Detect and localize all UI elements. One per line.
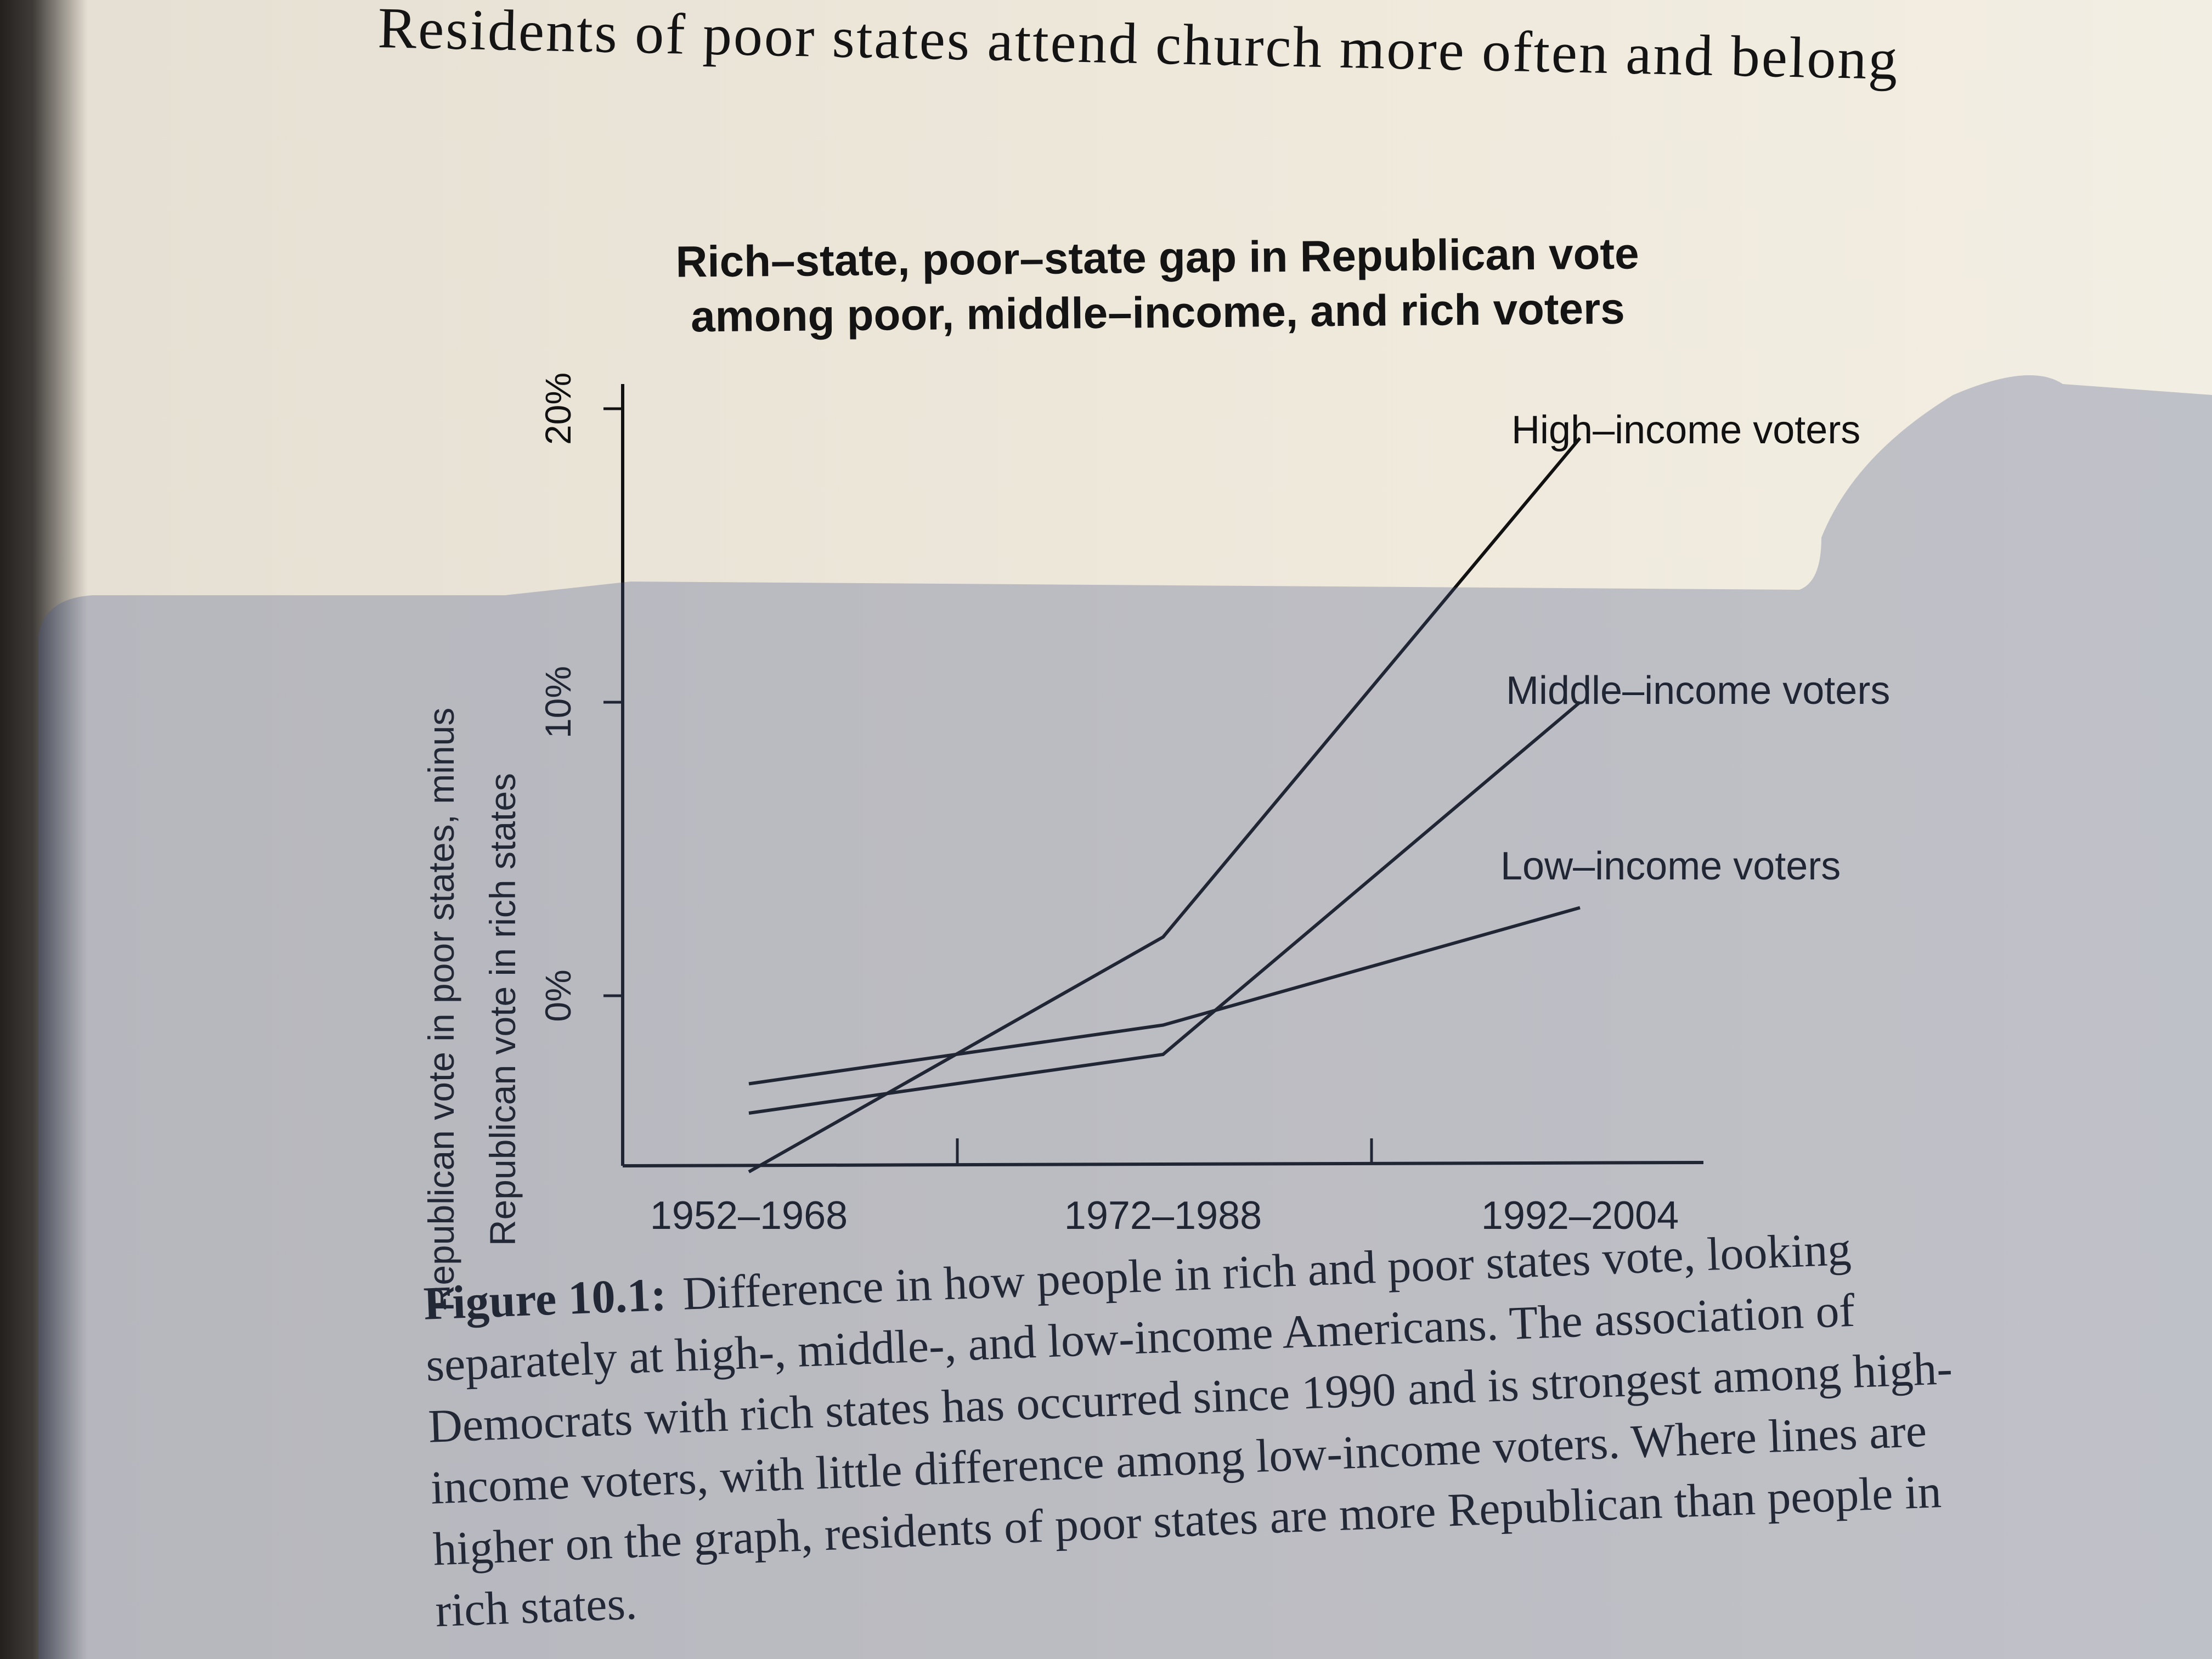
x-axis-line (622, 1161, 1704, 1167)
figure-caption-label: Figure 10.1: (422, 1268, 668, 1330)
series-line-high-income (748, 437, 1582, 1173)
x-tick-label: 1972–1988 (1064, 1194, 1262, 1238)
y-tick-label: 0% (538, 969, 578, 1022)
y-tick-label: 20% (538, 373, 578, 445)
x-tick-label: 1952–1968 (650, 1194, 848, 1238)
series-label: Low–income voters (1500, 844, 1841, 888)
series-label: Middle–income voters (1506, 669, 1890, 713)
x-tick-label: 1992–2004 (1481, 1194, 1679, 1238)
y-tick-label: 10% (538, 666, 578, 738)
series-line-middle-income (748, 701, 1581, 1115)
figure-caption: Figure 10.1: Difference in how people in … (422, 1212, 2016, 1641)
series-label: High–income voters (1511, 408, 1860, 452)
